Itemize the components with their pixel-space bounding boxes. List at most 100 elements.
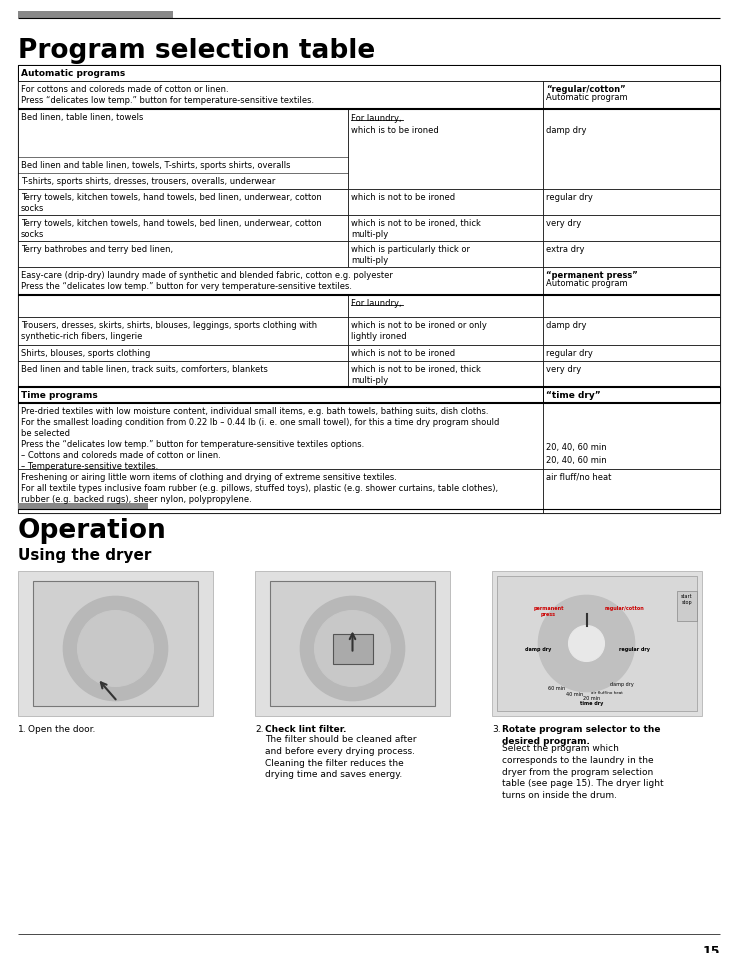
Text: 3.: 3. (492, 724, 500, 733)
Bar (18, 317, 348, 346)
Circle shape (539, 596, 635, 692)
Circle shape (77, 611, 154, 687)
Text: Operation: Operation (18, 517, 167, 543)
Text: For laundry,: For laundry, (351, 113, 401, 123)
Text: damp dry: damp dry (610, 681, 633, 687)
Text: permanent
press: permanent press (534, 606, 564, 617)
Text: Check lint filter.: Check lint filter. (265, 724, 346, 733)
Bar (33, 581, 198, 706)
Text: T-shirts, sports shirts, dresses, trousers, overalls, underwear: T-shirts, sports shirts, dresses, trouse… (21, 177, 275, 186)
Text: Select the program which
corresponds to the laundry in the
dryer from the progra: Select the program which corresponds to … (502, 743, 663, 800)
Bar (348, 215, 543, 242)
Text: For cottons and coloreds made of cotton or linen.
Press “delicates low temp.” bu: For cottons and coloreds made of cotton … (21, 85, 314, 105)
Bar (333, 634, 373, 664)
Text: air fluff/no heat: air fluff/no heat (546, 473, 611, 481)
Text: 20, 40, 60 min: 20, 40, 60 min (546, 442, 607, 452)
Bar (18, 215, 348, 242)
Bar (543, 317, 720, 346)
Text: 2.: 2. (255, 724, 263, 733)
Text: which is particularly thick or
multi-ply: which is particularly thick or multi-ply (351, 245, 470, 265)
Bar (18, 268, 543, 295)
Bar (18, 388, 543, 403)
Text: Time programs: Time programs (21, 391, 97, 400)
Text: “time dry”: “time dry” (546, 391, 601, 400)
Bar (677, 592, 697, 621)
Text: Automatic programs: Automatic programs (21, 69, 125, 78)
Bar (543, 470, 720, 514)
Bar (543, 190, 720, 215)
Bar (18, 242, 348, 268)
Bar (348, 242, 543, 268)
Bar (18, 470, 543, 514)
Bar (18, 346, 348, 361)
Text: Bed linen and table linen, towels, T-shirts, sports shirts, overalls: Bed linen and table linen, towels, T-shi… (21, 161, 291, 170)
Text: Bed linen and table linen, track suits, comforters, blankets: Bed linen and table linen, track suits, … (21, 365, 268, 374)
Text: “regular/cotton”: “regular/cotton” (546, 85, 626, 94)
Bar (543, 268, 720, 295)
Bar (18, 361, 348, 388)
Text: Bed linen, table linen, towels: Bed linen, table linen, towels (21, 112, 143, 122)
Text: which is not to be ironed, thick
multi-ply: which is not to be ironed, thick multi-p… (351, 219, 481, 239)
Text: regular dry: regular dry (546, 349, 593, 357)
Text: 15: 15 (703, 944, 720, 953)
Text: Terry towels, kitchen towels, hand towels, bed linen, underwear, cotton
socks: Terry towels, kitchen towels, hand towel… (21, 219, 322, 239)
Bar (348, 190, 543, 215)
Bar (492, 572, 702, 717)
Bar (348, 110, 543, 190)
Text: which is not to be ironed or only
lightly ironed: which is not to be ironed or only lightl… (351, 320, 487, 341)
Text: which is not to be ironed: which is not to be ironed (351, 349, 455, 357)
Bar (348, 317, 543, 346)
Text: time dry: time dry (580, 700, 603, 706)
Text: which is to be ironed: which is to be ironed (351, 126, 439, 135)
Text: Program selection table: Program selection table (18, 38, 375, 64)
Text: regular dry: regular dry (619, 646, 650, 651)
Bar (18, 12, 173, 19)
Text: 60 min: 60 min (548, 686, 565, 691)
Text: which is not to be ironed, thick
multi-ply: which is not to be ironed, thick multi-p… (351, 365, 481, 385)
Text: regular dry: regular dry (546, 193, 593, 202)
Bar (348, 361, 543, 388)
Text: Trousers, dresses, skirts, shirts, blouses, leggings, sports clothing with
synth: Trousers, dresses, skirts, shirts, blous… (21, 320, 317, 341)
Bar (270, 581, 435, 706)
Bar (543, 82, 720, 110)
Text: damp dry: damp dry (525, 646, 551, 651)
Circle shape (63, 597, 168, 700)
Text: air fluff/no heat: air fluff/no heat (590, 691, 622, 695)
Text: damp dry: damp dry (546, 126, 587, 135)
Text: Open the door.: Open the door. (28, 724, 95, 733)
Text: Using the dryer: Using the dryer (18, 547, 151, 562)
Text: very dry: very dry (546, 219, 582, 228)
Text: Terry bathrobes and terry bed linen,: Terry bathrobes and terry bed linen, (21, 245, 173, 253)
Text: Automatic program: Automatic program (546, 278, 627, 288)
Bar (543, 215, 720, 242)
Bar (543, 242, 720, 268)
Bar (18, 110, 348, 190)
Bar (543, 403, 720, 470)
Circle shape (314, 611, 390, 687)
Bar (348, 346, 543, 361)
Text: 20, 40, 60 min: 20, 40, 60 min (546, 456, 607, 464)
Text: Automatic program: Automatic program (546, 92, 627, 102)
Text: The filter should be cleaned after
and before every drying process.
Cleaning the: The filter should be cleaned after and b… (265, 734, 416, 779)
Bar (543, 110, 720, 190)
Text: For laundry,: For laundry, (351, 298, 401, 308)
Text: Shirts, blouses, sports clothing: Shirts, blouses, sports clothing (21, 349, 151, 357)
Circle shape (300, 597, 404, 700)
Bar (543, 388, 720, 403)
Text: which is not to be ironed: which is not to be ironed (351, 193, 455, 202)
Bar (18, 503, 148, 510)
Circle shape (568, 626, 604, 661)
Bar (18, 572, 213, 717)
Bar (18, 190, 348, 215)
Text: very dry: very dry (546, 365, 582, 374)
Bar (543, 295, 720, 317)
Text: damp dry: damp dry (546, 320, 587, 330)
Bar (18, 66, 720, 82)
Text: start
stop: start stop (681, 594, 693, 604)
Text: Easy-care (drip-dry) laundry made of synthetic and blended fabric, cotton e.g. p: Easy-care (drip-dry) laundry made of syn… (21, 271, 393, 291)
Bar (497, 577, 697, 711)
Text: “permanent press”: “permanent press” (546, 271, 638, 280)
Bar (348, 295, 543, 317)
Text: 1.: 1. (18, 724, 27, 733)
Bar (543, 361, 720, 388)
